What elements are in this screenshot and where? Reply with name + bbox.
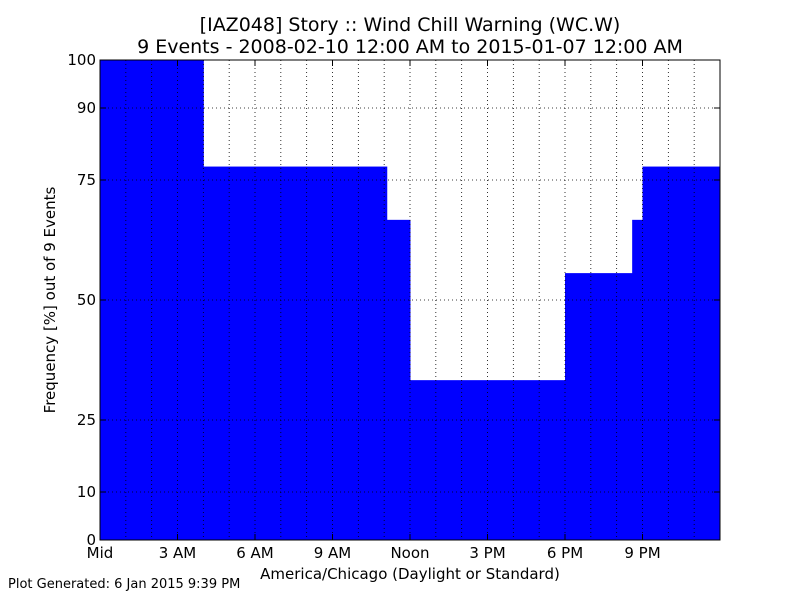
x-tick-label: 3 AM [159,544,197,562]
chart-title: [IAZ048] Story :: Wind Chill Warning (WC… [200,14,621,36]
frequency-bars [100,60,721,540]
y-tick-label: 10 [77,483,96,501]
bar-segment-5 [632,219,643,540]
chart-subtitle: 9 Events - 2008-02-10 12:00 AM to 2015-0… [137,36,683,58]
x-tick-label: 9 PM [624,544,660,562]
x-tick-label: Noon [390,544,429,562]
y-tick-label: 90 [77,99,96,117]
bar-segment-4 [565,273,633,540]
x-axis-label: America/Chicago (Daylight or Standard) [260,565,560,583]
x-axis-ticks: Mid 3 AM 6 AM 9 AM Noon 3 PM 6 PM 9 PM [87,60,661,562]
plot-generated-note: Plot Generated: 6 Jan 2015 9:39 PM [8,577,241,592]
grid-lines [100,60,720,540]
y-axis-ticks: 0 10 25 50 75 90 100 [67,51,720,549]
y-tick-label: 25 [77,411,96,429]
y-tick-label: 75 [77,171,96,189]
y-tick-label: 100 [67,51,96,69]
x-tick-label: 3 PM [469,544,505,562]
x-tick-label: 6 PM [547,544,583,562]
x-tick-label: 6 AM [236,544,274,562]
bar-segment-1 [203,166,388,540]
y-axis-label: Frequency [%] out of 9 Events [41,186,59,413]
bar-segment-6 [642,166,721,540]
x-tick-label: Mid [87,544,114,562]
x-tick-label: 9 AM [314,544,352,562]
bar-segment-2 [386,219,411,540]
y-tick-label: 0 [86,531,96,549]
y-tick-label: 50 [77,291,96,309]
